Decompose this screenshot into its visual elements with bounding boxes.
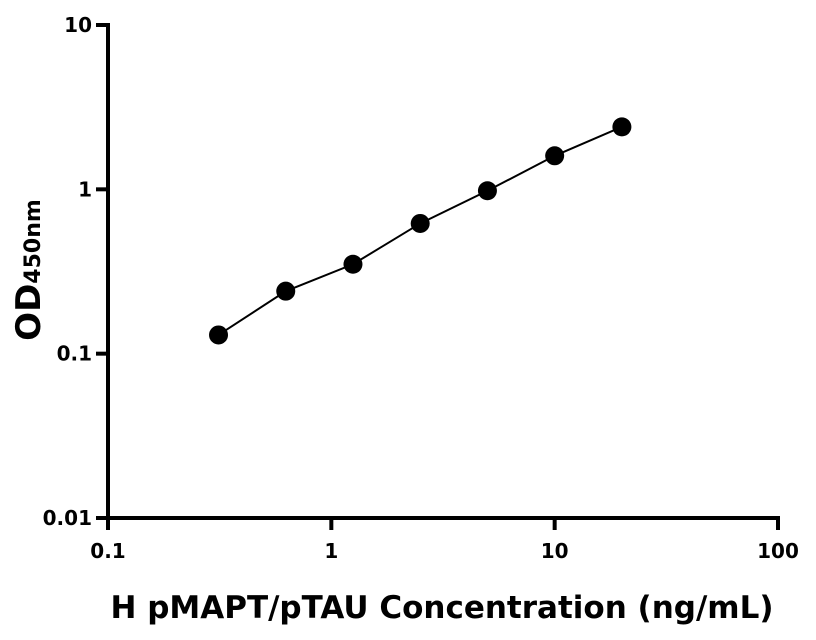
x-tick-label: 0.1 [90, 539, 125, 563]
y-tick-label: 0.1 [57, 342, 92, 366]
y-axis-title: OD450nm [9, 199, 49, 341]
data-point [410, 213, 430, 233]
y-tick-label: 0.01 [43, 506, 92, 530]
data-point [209, 325, 229, 345]
x-tick-label: 10 [541, 539, 569, 563]
x-tick-label: 100 [757, 539, 799, 563]
y-tick-labels: 0.01 0.1 1 10 [43, 13, 92, 530]
x-axis-title: H pMAPT/pTAU Concentration (ng/mL) [110, 590, 773, 626]
axes [96, 23, 780, 530]
y-axis-title-sub: 450nm [21, 199, 46, 284]
data-point [343, 254, 363, 274]
data-point [477, 181, 497, 201]
y-tick-label: 1 [78, 177, 92, 201]
data-points [209, 117, 632, 345]
x-tick-label: 1 [324, 539, 338, 563]
data-point [612, 117, 632, 137]
x-tick-labels: 0.1 1 10 100 [90, 539, 799, 563]
y-axis-title-main: OD [9, 284, 49, 341]
y-tick-label: 10 [64, 13, 92, 37]
data-point [545, 146, 565, 166]
data-point [276, 281, 296, 301]
